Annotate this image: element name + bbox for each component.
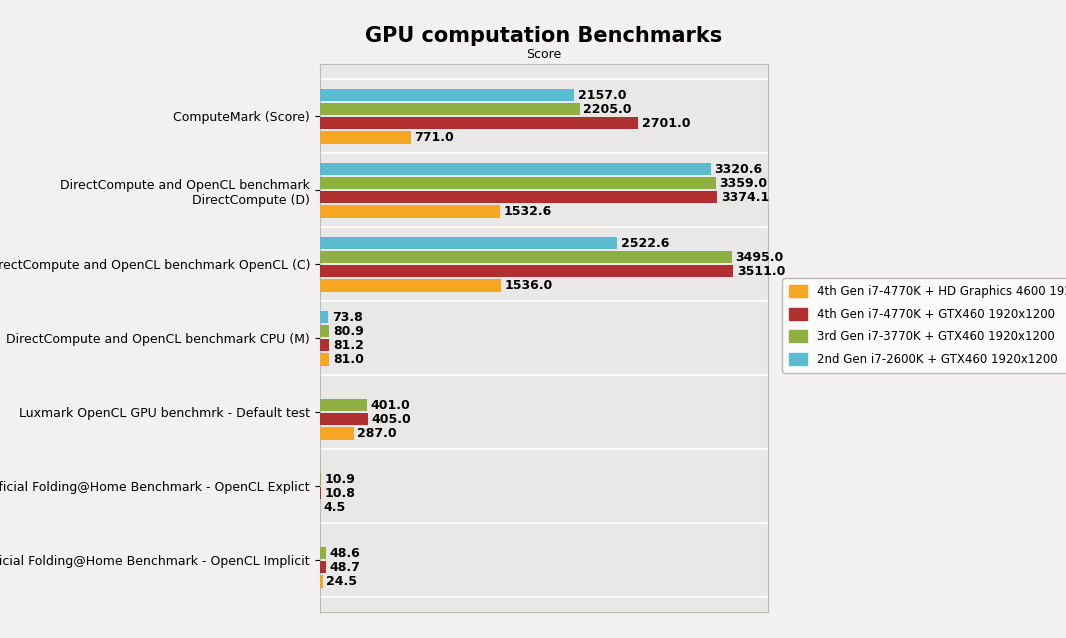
Bar [320, 487, 321, 500]
Bar [320, 399, 367, 412]
Bar [320, 325, 329, 338]
Bar [320, 413, 368, 426]
Text: 3511.0: 3511.0 [737, 265, 786, 278]
Bar [320, 131, 410, 144]
Text: 401.0: 401.0 [371, 399, 410, 412]
Bar [320, 163, 711, 175]
Text: 73.8: 73.8 [333, 311, 362, 323]
Bar [320, 205, 500, 218]
Text: 10.9: 10.9 [325, 473, 356, 486]
Bar [320, 103, 580, 115]
Text: 1536.0: 1536.0 [504, 279, 552, 292]
Text: 405.0: 405.0 [371, 413, 410, 426]
Bar [320, 117, 639, 130]
Bar [320, 251, 731, 263]
Text: 2157.0: 2157.0 [578, 89, 626, 101]
Text: 48.6: 48.6 [329, 547, 360, 560]
Bar [320, 339, 329, 352]
Text: 81.2: 81.2 [333, 339, 364, 352]
Bar [320, 279, 501, 292]
Text: 771.0: 771.0 [415, 131, 454, 144]
Text: 81.0: 81.0 [333, 353, 364, 366]
X-axis label: Score: Score [526, 48, 562, 61]
Text: 4.5: 4.5 [324, 501, 346, 514]
Bar [320, 353, 329, 366]
Bar [320, 547, 325, 560]
Bar [320, 427, 354, 440]
Text: 2205.0: 2205.0 [583, 103, 632, 115]
Text: 2701.0: 2701.0 [642, 117, 690, 130]
Text: 24.5: 24.5 [326, 575, 357, 588]
Text: 3320.6: 3320.6 [714, 163, 763, 175]
Text: 287.0: 287.0 [357, 427, 397, 440]
Text: 3359.0: 3359.0 [720, 177, 768, 189]
Bar [320, 575, 323, 588]
Bar [320, 191, 717, 204]
Bar [320, 89, 574, 101]
Bar [320, 237, 617, 249]
Bar [320, 177, 715, 189]
Text: 2522.6: 2522.6 [620, 237, 669, 249]
Bar [320, 265, 733, 278]
Text: 10.8: 10.8 [325, 487, 356, 500]
Bar [320, 473, 321, 486]
Text: 1532.6: 1532.6 [504, 205, 552, 218]
Text: 3495.0: 3495.0 [736, 251, 784, 263]
Bar [320, 311, 328, 323]
Text: GPU computation Benchmarks: GPU computation Benchmarks [365, 26, 723, 45]
Text: 80.9: 80.9 [333, 325, 364, 338]
Text: 48.7: 48.7 [329, 561, 360, 574]
Legend: 4th Gen i7-4770K + HD Graphics 4600 1920x1200, 4th Gen i7-4770K + GTX460 1920x12: 4th Gen i7-4770K + HD Graphics 4600 1920… [782, 278, 1066, 373]
Bar [320, 561, 325, 574]
Text: 3374.1: 3374.1 [721, 191, 770, 204]
